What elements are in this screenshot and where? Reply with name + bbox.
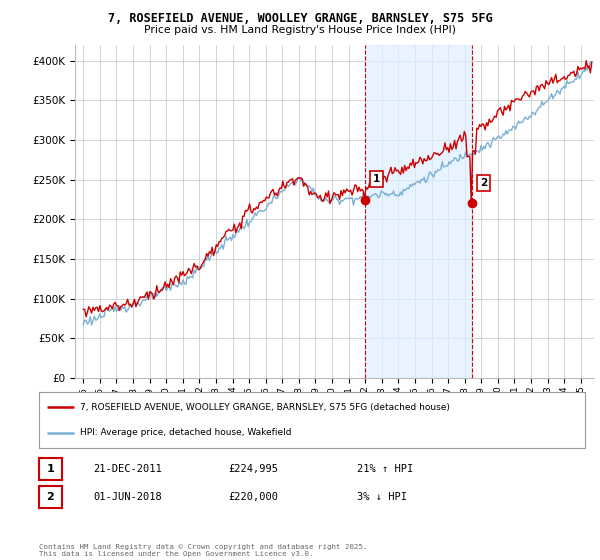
- Text: Contains HM Land Registry data © Crown copyright and database right 2025.
This d: Contains HM Land Registry data © Crown c…: [39, 544, 367, 557]
- Text: 3% ↓ HPI: 3% ↓ HPI: [357, 492, 407, 502]
- Text: 1: 1: [47, 464, 54, 474]
- Text: £220,000: £220,000: [228, 492, 278, 502]
- Text: 21-DEC-2011: 21-DEC-2011: [93, 464, 162, 474]
- Bar: [365, 45, 472, 378]
- Text: 1: 1: [373, 174, 380, 184]
- Text: 21% ↑ HPI: 21% ↑ HPI: [357, 464, 413, 474]
- Text: 01-JUN-2018: 01-JUN-2018: [93, 492, 162, 502]
- Text: 2: 2: [480, 178, 487, 188]
- Text: 7, ROSEFIELD AVENUE, WOOLLEY GRANGE, BARNSLEY, S75 5FG (detached house): 7, ROSEFIELD AVENUE, WOOLLEY GRANGE, BAR…: [80, 403, 450, 412]
- Text: 7, ROSEFIELD AVENUE, WOOLLEY GRANGE, BARNSLEY, S75 5FG: 7, ROSEFIELD AVENUE, WOOLLEY GRANGE, BAR…: [107, 12, 493, 25]
- Text: HPI: Average price, detached house, Wakefield: HPI: Average price, detached house, Wake…: [80, 428, 292, 437]
- Text: 2: 2: [47, 492, 54, 502]
- Text: £224,995: £224,995: [228, 464, 278, 474]
- Text: Price paid vs. HM Land Registry's House Price Index (HPI): Price paid vs. HM Land Registry's House …: [144, 25, 456, 35]
